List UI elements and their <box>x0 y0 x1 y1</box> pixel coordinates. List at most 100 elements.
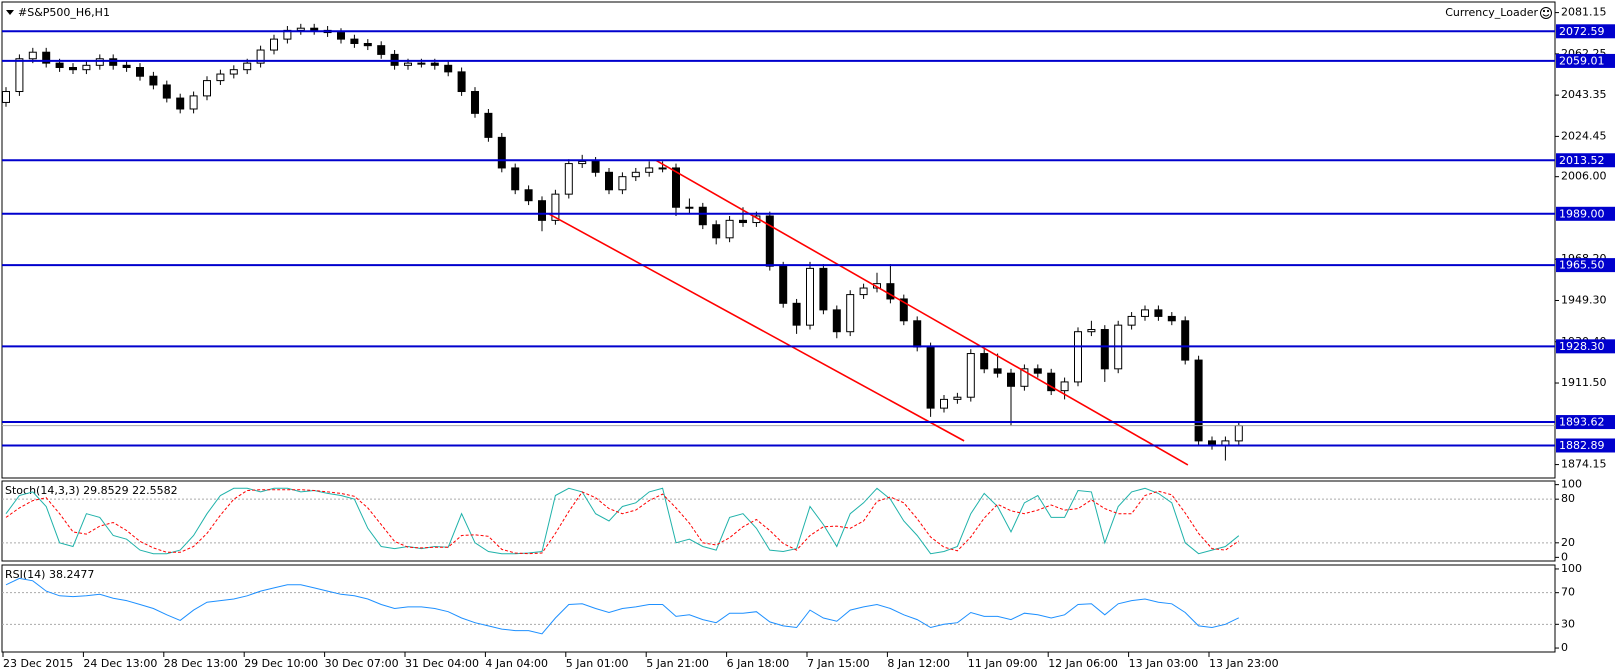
y-tick-label: 1949.30 <box>1561 293 1607 306</box>
stoch-panel <box>1 480 1556 562</box>
candle-body <box>28 51 37 60</box>
candle-body <box>966 353 975 398</box>
candle-body <box>591 160 600 173</box>
candle-body <box>1167 315 1176 322</box>
x-tick-label: 30 Dec 07:00 <box>325 657 399 670</box>
candle-body <box>2 91 10 103</box>
candle-body <box>725 219 734 239</box>
candle-body <box>578 160 587 165</box>
trend-line <box>548 213 965 442</box>
candle-body <box>1007 372 1015 387</box>
level-label: 1989.00 <box>1559 207 1605 220</box>
candle-body <box>136 67 144 77</box>
indicator-name: Currency_Loader <box>1445 6 1538 19</box>
candle-body <box>940 398 948 409</box>
candle-body <box>176 97 185 110</box>
candle-body <box>109 58 118 66</box>
candle-body <box>1020 368 1029 387</box>
candle-body <box>926 346 935 409</box>
y-tick-label: 1911.50 <box>1561 376 1607 389</box>
y-tick-label: 0 <box>1561 550 1568 563</box>
level-label-box <box>1556 153 1615 168</box>
candle-body <box>82 64 91 71</box>
candle-body <box>363 42 372 47</box>
menu-arrow[interactable] <box>6 10 14 15</box>
y-tick-label: 0 <box>1561 641 1568 654</box>
candle-body <box>899 298 908 322</box>
y-tick-label: 2043.35 <box>1561 88 1607 101</box>
candle-body <box>1154 309 1163 317</box>
candle-body <box>216 73 225 82</box>
candle-body <box>846 294 855 333</box>
x-tick-label: 8 Jan 12:00 <box>887 657 950 670</box>
candle-body <box>1047 372 1056 392</box>
candle-body <box>873 283 881 289</box>
candle-body <box>605 171 613 191</box>
y-tick-label: 1874.15 <box>1561 458 1607 471</box>
candle-body <box>886 283 895 300</box>
stoch-title: Stoch(14,3,3) 29.8529 22.5582 <box>5 484 178 497</box>
indicator-line <box>5 577 1240 635</box>
x-tick-label: 4 Jan 04:00 <box>485 657 548 670</box>
level-label-box <box>1556 206 1615 221</box>
candle-body <box>430 62 439 66</box>
candle-body <box>1087 329 1096 333</box>
candle-body <box>149 75 158 86</box>
level-label: 1893.62 <box>1559 416 1605 429</box>
candle-body <box>980 353 989 370</box>
y-tick-label: 30 <box>1561 617 1575 630</box>
candle-body <box>162 84 171 99</box>
candle-body <box>631 171 640 178</box>
candle-body <box>1194 359 1203 442</box>
candle-body <box>42 51 51 64</box>
indicator-line <box>5 489 1240 555</box>
level-label-box <box>1556 339 1615 354</box>
candle-body <box>564 163 573 195</box>
level-label: 2013.52 <box>1559 154 1605 167</box>
x-tick-label: 11 Jan 09:00 <box>968 657 1038 670</box>
level-label-box <box>1556 415 1615 430</box>
candle-body <box>390 53 399 66</box>
y-tick-label: 80 <box>1561 492 1575 505</box>
candle-body <box>377 45 386 55</box>
candle-body <box>913 320 922 348</box>
y-tick-label: 100 <box>1561 478 1582 491</box>
candle-body <box>457 71 466 93</box>
candle-body <box>1033 368 1042 374</box>
x-tick-label: 24 Dec 13:00 <box>83 657 157 670</box>
candle-body <box>69 67 77 71</box>
indicator-line <box>5 487 1240 555</box>
candle-body <box>739 219 747 224</box>
candle-body <box>1100 329 1109 370</box>
y-tick-label: 70 <box>1561 586 1575 599</box>
level-label: 1965.50 <box>1559 259 1605 272</box>
candle-body <box>1141 309 1149 317</box>
candle-body <box>404 62 412 66</box>
x-tick-label: 13 Jan 23:00 <box>1209 657 1279 670</box>
candle-body <box>270 38 278 51</box>
candle-body <box>203 80 211 97</box>
candle-body <box>658 167 667 170</box>
candle-body <box>1060 381 1069 392</box>
x-tick-label: 5 Jan 01:00 <box>566 657 629 670</box>
smiley <box>1540 7 1552 19</box>
x-tick-label: 6 Jan 18:00 <box>727 657 790 670</box>
candle-body <box>672 167 680 208</box>
candle-body <box>953 396 962 400</box>
candle-body <box>1181 320 1190 361</box>
level-label-box <box>1556 258 1615 273</box>
candle-body <box>1234 425 1243 442</box>
trend-line <box>655 159 1189 466</box>
candle-body <box>792 302 801 326</box>
x-tick-label: 7 Jan 15:00 <box>807 657 870 670</box>
candle-body <box>15 58 24 93</box>
candle-body <box>122 64 131 69</box>
candle-body <box>229 69 238 75</box>
x-tick-label: 28 Dec 13:00 <box>164 657 238 670</box>
candle-body <box>55 62 64 69</box>
candle-body <box>806 267 814 326</box>
candle-body <box>524 189 533 202</box>
candle-body <box>417 62 426 65</box>
y-tick-label: 100 <box>1561 562 1582 575</box>
